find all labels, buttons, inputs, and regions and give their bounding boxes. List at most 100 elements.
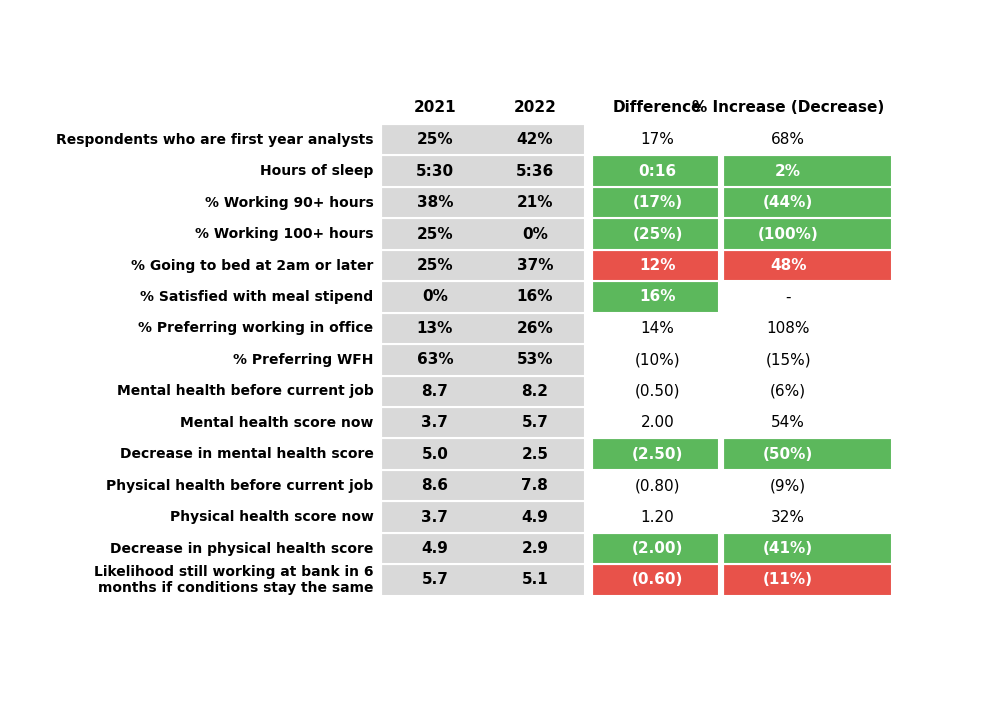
Text: % Working 100+ hours: % Working 100+ hours (195, 227, 374, 241)
Bar (382, 407, 585, 439)
Text: 5.7: 5.7 (521, 415, 548, 430)
Text: 25%: 25% (416, 258, 453, 273)
Text: (0.80): (0.80) (635, 478, 681, 493)
Bar (722, 250, 892, 282)
Text: 38%: 38% (416, 195, 453, 210)
Bar (382, 470, 585, 501)
Bar (382, 187, 585, 218)
Bar (382, 375, 585, 407)
Text: 3.7: 3.7 (421, 415, 448, 430)
Text: 26%: 26% (516, 321, 553, 336)
Text: 25%: 25% (416, 227, 453, 241)
Text: (50%): (50%) (763, 446, 814, 462)
Text: Hours of sleep: Hours of sleep (260, 164, 374, 178)
Text: 0%: 0% (522, 227, 548, 241)
Text: 37%: 37% (516, 258, 553, 273)
Bar (382, 564, 585, 596)
Text: 5.7: 5.7 (421, 572, 448, 587)
Text: 5:30: 5:30 (416, 164, 454, 179)
Text: 48%: 48% (770, 258, 807, 273)
Text: Decrease in mental health score: Decrease in mental health score (120, 447, 374, 461)
Text: Difference: Difference (612, 100, 703, 115)
Bar (382, 439, 585, 470)
Text: 63%: 63% (416, 353, 453, 367)
Bar (382, 501, 585, 533)
Bar (722, 533, 892, 564)
Text: (2.00): (2.00) (632, 541, 684, 556)
Text: Physical health before current job: Physical health before current job (106, 479, 374, 493)
Text: 5.0: 5.0 (421, 446, 448, 462)
Text: 2022: 2022 (513, 100, 556, 115)
Text: (6%): (6%) (770, 384, 807, 398)
Text: 16%: 16% (516, 289, 553, 304)
Bar (593, 187, 719, 218)
Text: 2.5: 2.5 (521, 446, 548, 462)
Text: 21%: 21% (516, 195, 553, 210)
Bar (722, 439, 892, 470)
Text: % Preferring WFH: % Preferring WFH (233, 353, 374, 367)
Bar (593, 156, 719, 187)
Text: 2.9: 2.9 (521, 541, 548, 556)
Text: 108%: 108% (766, 321, 810, 336)
Bar (722, 156, 892, 187)
Text: (10%): (10%) (635, 353, 681, 367)
Text: Physical health score now: Physical health score now (169, 510, 374, 524)
Text: % Increase (Decrease): % Increase (Decrease) (692, 100, 884, 115)
Text: 42%: 42% (516, 132, 553, 147)
Text: (9%): (9%) (770, 478, 807, 493)
Bar (382, 313, 585, 344)
Text: 14%: 14% (641, 321, 675, 336)
Text: 8.2: 8.2 (521, 384, 548, 398)
Bar (382, 218, 585, 250)
Bar (593, 439, 719, 470)
Text: 68%: 68% (771, 132, 806, 147)
Text: Respondents who are first year analysts: Respondents who are first year analysts (55, 133, 374, 146)
Text: 54%: 54% (771, 415, 805, 430)
Text: 17%: 17% (641, 132, 675, 147)
Text: 0%: 0% (422, 289, 448, 304)
Text: 32%: 32% (771, 510, 806, 524)
Text: % Working 90+ hours: % Working 90+ hours (205, 196, 374, 210)
Text: 2.00: 2.00 (641, 415, 675, 430)
Text: 4.9: 4.9 (421, 541, 448, 556)
Text: 3.7: 3.7 (421, 510, 448, 524)
Text: 13%: 13% (417, 321, 453, 336)
Text: 4.9: 4.9 (521, 510, 548, 524)
Text: 5:36: 5:36 (515, 164, 554, 179)
Text: 2021: 2021 (413, 100, 456, 115)
Text: (0.50): (0.50) (635, 384, 681, 398)
Text: 5.1: 5.1 (521, 572, 548, 587)
Text: % Preferring working in office: % Preferring working in office (139, 322, 374, 335)
Bar (593, 250, 719, 282)
Text: 1.20: 1.20 (641, 510, 675, 524)
Bar (722, 218, 892, 250)
Text: (11%): (11%) (763, 572, 814, 587)
Bar (382, 124, 585, 156)
Text: 12%: 12% (639, 258, 676, 273)
Text: Decrease in physical health score: Decrease in physical health score (110, 541, 374, 555)
Text: % Satisfied with meal stipend: % Satisfied with meal stipend (141, 290, 374, 304)
Text: (15%): (15%) (765, 353, 811, 367)
Bar (593, 564, 719, 596)
Text: 0:16: 0:16 (638, 164, 677, 179)
Text: 8.6: 8.6 (421, 478, 448, 493)
Text: (17%): (17%) (632, 195, 683, 210)
Text: (100%): (100%) (758, 227, 819, 241)
Text: Mental health before current job: Mental health before current job (117, 384, 374, 398)
Text: (25%): (25%) (632, 227, 683, 241)
Text: (41%): (41%) (763, 541, 814, 556)
Text: (44%): (44%) (763, 195, 814, 210)
Text: -: - (786, 289, 791, 304)
Bar (722, 187, 892, 218)
Text: 25%: 25% (416, 132, 453, 147)
Text: Mental health score now: Mental health score now (180, 416, 374, 429)
Text: 2%: 2% (775, 164, 801, 179)
Text: 8.7: 8.7 (421, 384, 448, 398)
Bar (382, 344, 585, 375)
Text: 16%: 16% (639, 289, 676, 304)
Bar (382, 533, 585, 564)
Bar (722, 564, 892, 596)
Text: (0.60): (0.60) (632, 572, 684, 587)
Bar (382, 156, 585, 187)
Text: (2.50): (2.50) (632, 446, 684, 462)
